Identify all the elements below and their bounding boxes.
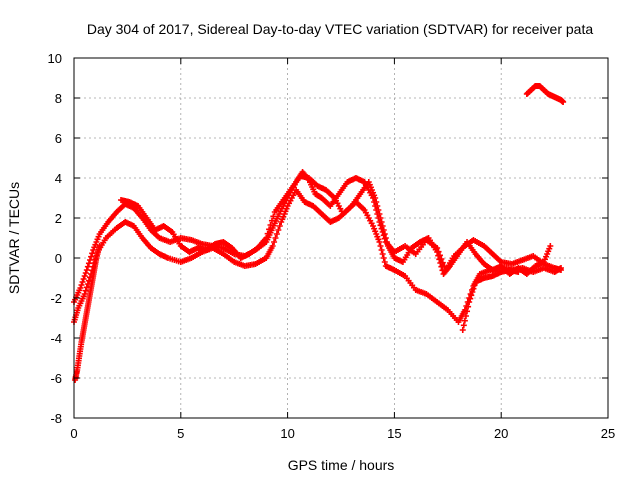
- data-point: [275, 227, 282, 233]
- data-point: [78, 282, 85, 288]
- y-tick-label: -8: [50, 411, 62, 426]
- data-point: [373, 199, 380, 205]
- data-point: [372, 195, 379, 201]
- data-point: [383, 239, 390, 245]
- data-point: [276, 223, 283, 229]
- x-tick-label: 20: [494, 426, 508, 441]
- data-point: [547, 243, 554, 249]
- data-point: [378, 219, 385, 225]
- data-point: [465, 303, 472, 310]
- series-track-d: [117, 173, 554, 277]
- data-point: [379, 251, 386, 257]
- data-point: [560, 99, 567, 105]
- data-point: [379, 223, 386, 229]
- data-point: [461, 317, 468, 324]
- data-point: [466, 299, 473, 305]
- y-tick-labels: -8 -6 -4 -2 0 2 4 6 8 10: [48, 51, 62, 426]
- data-point: [266, 226, 273, 233]
- data-point: [96, 243, 103, 249]
- data-point: [558, 265, 565, 271]
- data-point: [374, 203, 381, 209]
- data-point: [81, 291, 88, 297]
- data-point: [84, 263, 91, 270]
- data-point: [82, 270, 89, 276]
- data-point: [377, 215, 384, 221]
- series-track-b: [71, 187, 565, 325]
- data-point: [468, 292, 475, 299]
- x-axis-label: GPS time / hours: [288, 457, 395, 473]
- data-point: [462, 313, 469, 319]
- y-tick-label: 8: [55, 91, 62, 106]
- data-point: [376, 211, 383, 217]
- data-point: [434, 249, 441, 255]
- data-point: [464, 308, 471, 315]
- data-point: [380, 227, 387, 233]
- data-point: [268, 217, 275, 224]
- x-tick-label: 0: [70, 426, 77, 441]
- axis-ticks: [73, 57, 609, 419]
- y-tick-label: 2: [55, 211, 62, 226]
- x-tick-labels: 0 5 10 15 20 25: [70, 426, 615, 441]
- data-point: [87, 257, 94, 263]
- data-point: [381, 231, 388, 237]
- data-point: [437, 260, 444, 266]
- data-point: [470, 285, 477, 292]
- data-point: [88, 253, 95, 260]
- data-point: [376, 239, 383, 245]
- data-point: [435, 252, 442, 259]
- data-point: [469, 289, 476, 295]
- y-tick-label: 4: [55, 171, 62, 186]
- data-point: [382, 235, 389, 241]
- data-point: [377, 243, 384, 249]
- data-point: [273, 231, 280, 237]
- data-point: [264, 230, 271, 237]
- data-point: [79, 279, 86, 285]
- data-point: [380, 255, 387, 261]
- series-track-c: [72, 243, 103, 383]
- data-point: [270, 213, 277, 220]
- y-tick-label: -6: [50, 371, 62, 386]
- data-point: [271, 239, 278, 245]
- data-point: [378, 247, 385, 253]
- data-point: [267, 222, 274, 228]
- data-point: [381, 259, 388, 265]
- data-point: [467, 295, 474, 302]
- data-point: [77, 285, 84, 291]
- series-track-a: [71, 169, 565, 305]
- data-point: [471, 282, 478, 289]
- data-point: [515, 269, 522, 275]
- data-point: [85, 260, 92, 267]
- data-point: [438, 263, 445, 270]
- x-tick-label: 5: [177, 426, 184, 441]
- data-point: [81, 273, 88, 279]
- data-point: [375, 207, 382, 213]
- series-track-f: [523, 83, 567, 105]
- x-tick-label: 25: [601, 426, 615, 441]
- y-tick-label: -2: [50, 291, 62, 306]
- data-point: [80, 276, 87, 282]
- data-point: [436, 256, 443, 263]
- data-point: [459, 327, 466, 333]
- data-point: [89, 250, 96, 257]
- y-axis-label: SDTVAR / TECUs: [6, 182, 22, 294]
- y-tick-label: 10: [48, 51, 62, 66]
- data-point: [460, 322, 467, 329]
- data-points: [71, 83, 567, 383]
- x-tick-label: 15: [387, 426, 401, 441]
- data-point: [83, 267, 90, 273]
- x-tick-label: 10: [280, 426, 294, 441]
- data-point: [272, 235, 279, 241]
- data-point: [263, 235, 270, 241]
- data-point: [269, 243, 276, 249]
- y-tick-label: -4: [50, 331, 62, 346]
- grid-lines: [74, 58, 608, 418]
- chart-title: Day 304 of 2017, Sidereal Day-to-day VTE…: [87, 21, 594, 37]
- y-tick-label: 0: [55, 251, 62, 266]
- plot-frame: [73, 57, 609, 419]
- series-track-e: [459, 267, 522, 333]
- y-tick-label: 6: [55, 131, 62, 146]
